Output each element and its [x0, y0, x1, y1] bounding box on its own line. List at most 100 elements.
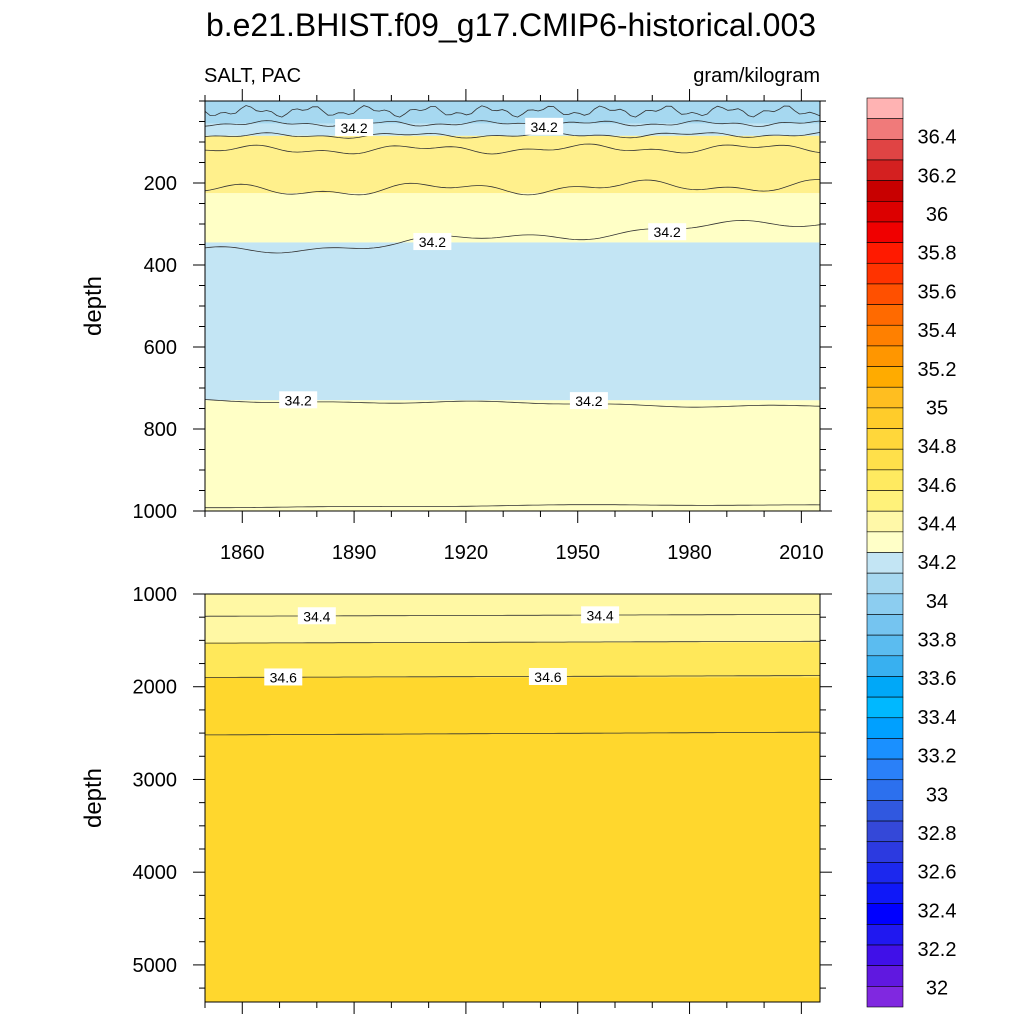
colorbar-label-19: 32.6	[918, 862, 957, 884]
contour-label-box-1	[581, 606, 620, 624]
filled-band-2	[205, 677, 820, 1002]
y-tick-label: 200	[144, 173, 177, 195]
colorbar-label-13: 33.8	[918, 630, 957, 652]
colorbar-label-8: 34.8	[918, 436, 957, 458]
contour-line-3	[205, 731, 820, 736]
contour-label-1: 34.4	[586, 607, 613, 623]
colorbar-label-14: 33.6	[918, 668, 957, 690]
contour-label-box-0	[335, 119, 374, 137]
colorbar-box-26	[866, 634, 904, 657]
contour-label-box-5	[569, 392, 608, 410]
colorbar-box-43	[866, 986, 904, 1008]
contour-line-4	[204, 179, 820, 196]
colorbar-box-17	[866, 448, 904, 471]
lower-depth-panel: 34.4 34.4 34.6 34.6 1000 2000 3000 4000 5000 dept…	[80, 584, 832, 1014]
contour-line-7	[205, 504, 821, 509]
x-tick-label: 1920	[444, 542, 489, 564]
colorbar-label-20: 32.4	[918, 900, 957, 922]
colorbar-box-31	[866, 738, 904, 760]
contour-label-0: 34.4	[303, 608, 330, 624]
contour-label-box-1	[525, 117, 564, 135]
colorbar-box-24	[866, 593, 904, 615]
y-tick-label: 800	[144, 419, 177, 441]
filled-band-3	[205, 193, 820, 243]
contour-label-4: 34.2	[285, 392, 312, 408]
contour-line-1	[205, 640, 820, 644]
contour-line-2	[204, 131, 821, 139]
colorbar-label-6: 35.2	[918, 359, 957, 381]
colorbar-box-3	[866, 159, 904, 181]
y-tick-label: 5000	[133, 955, 178, 977]
x-tick-label: 1890	[332, 542, 377, 564]
colorbar-label-1: 36.2	[918, 165, 957, 187]
y-tick-label: 3000	[133, 769, 178, 791]
colorbar-box-21	[866, 531, 904, 553]
filled-band-0	[205, 594, 820, 643]
colorbar-box-2	[866, 139, 904, 161]
colorbar-box-28	[866, 676, 904, 698]
contour-label-box-4	[279, 391, 318, 409]
y-axis-label: depth	[80, 276, 107, 336]
variable-subtitle: SALT, PAC	[204, 65, 301, 87]
colorbar-label-12: 34	[926, 591, 948, 613]
colorbar-box-23	[866, 572, 904, 595]
colorbar-box-25	[866, 614, 904, 636]
contour-label-box-3	[528, 667, 567, 685]
filled-band-1	[205, 123, 820, 136]
x-tick-label: 1860	[220, 542, 265, 564]
y-tick-label: 4000	[133, 862, 178, 884]
colorbar-label-18: 32.8	[918, 823, 957, 845]
colorbar: 36.4 36.2 36 35.8 35.6 35.4 35.2 35 34.8 34.6 34.4…	[866, 97, 957, 1008]
colorbar-box-39	[866, 903, 904, 925]
colorbar-label-10: 34.4	[918, 513, 957, 535]
y-tick-label: 2000	[133, 677, 178, 699]
x-tick-label: 1950	[555, 542, 600, 564]
colorbar-box-5	[866, 200, 904, 223]
colorbar-box-37	[866, 862, 904, 884]
colorbar-box-36	[866, 841, 904, 863]
colorbar-box-6	[866, 221, 904, 243]
filled-band-2	[205, 135, 820, 194]
colorbar-box-15	[866, 407, 904, 429]
units-subtitle: gram/kilogram	[693, 65, 820, 87]
colorbar-box-12	[866, 345, 904, 367]
contour-line-0	[204, 105, 821, 118]
colorbar-box-13	[866, 366, 904, 388]
colorbar-box-16	[866, 428, 904, 450]
colorbar-label-9: 34.6	[918, 475, 957, 497]
x-tick-label: 1980	[667, 542, 712, 564]
colorbar-box-0	[866, 97, 904, 119]
colorbar-box-9	[866, 283, 904, 305]
colorbar-box-29	[866, 696, 904, 719]
colorbar-box-20	[866, 510, 904, 533]
colorbar-label-3: 35.8	[918, 243, 957, 265]
colorbar-box-19	[866, 490, 904, 512]
filled-band-4	[205, 242, 820, 401]
y-tick-label: 1000	[133, 584, 178, 606]
y-tick-label: 600	[144, 337, 177, 359]
contour-label-box-2	[413, 233, 452, 251]
contour-label-1: 34.2	[531, 119, 558, 135]
colorbar-box-42	[866, 965, 904, 987]
contour-label-0: 34.2	[340, 120, 367, 136]
colorbar-box-35	[866, 820, 904, 843]
colorbar-box-1	[866, 118, 904, 140]
colorbar-label-16: 33.2	[918, 746, 957, 768]
colorbar-box-40	[866, 924, 904, 946]
colorbar-label-15: 33.4	[918, 707, 957, 729]
contour-line-2	[204, 675, 820, 678]
contour-label-3: 34.6	[534, 669, 561, 685]
plot-frame	[204, 593, 821, 1003]
colorbar-label-7: 35	[926, 397, 948, 419]
y-tick-label: 400	[144, 255, 177, 277]
colorbar-box-38	[866, 882, 904, 905]
colorbar-box-34	[866, 800, 904, 822]
colorbar-box-7	[866, 242, 904, 264]
colorbar-box-41	[866, 944, 904, 966]
colorbar-label-17: 33	[926, 784, 948, 806]
colorbar-box-14	[866, 386, 904, 409]
colorbar-label-2: 36	[926, 204, 948, 226]
contour-line-1	[204, 120, 821, 127]
colorbar-label-4: 35.6	[918, 281, 957, 303]
chart-title: b.e21.BHIST.f09_g17.CMIP6-historical.003	[206, 7, 816, 43]
